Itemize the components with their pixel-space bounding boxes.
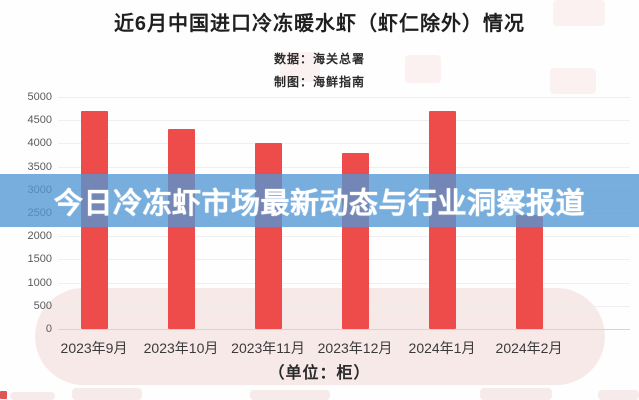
x-axis-tick-label: 2023年12月 [317, 340, 393, 356]
y-axis-tick-label: 5000 [27, 91, 52, 103]
watermark-blob [10, 392, 55, 400]
unit-label: （单位：柜） [268, 365, 371, 382]
watermark-blob [280, 52, 320, 82]
y-axis-tick-label: 4000 [27, 137, 52, 150]
watermark-fragment [0, 391, 7, 399]
y-axis-tick-label: 4500 [27, 114, 52, 127]
gridline [58, 120, 630, 122]
x-axis-tick-label: 2023年11月 [231, 340, 305, 356]
bar [254, 143, 282, 329]
chart-title: 近6月中国进口冷冻暖水虾（虾仁除外）情况 [113, 13, 526, 35]
bar [167, 129, 195, 329]
y-axis-tick-label: 0 [45, 323, 52, 335]
watermark-blob [553, 0, 605, 26]
watermark-blob [480, 388, 552, 400]
y-axis-tick-label: 500 [33, 299, 52, 312]
watermark-blob [550, 68, 596, 94]
watermark-blob [598, 390, 639, 400]
news-banner-text: 今日冷冻虾市场最新动态与行业洞察报道 [53, 187, 585, 220]
chart-credit-line: 制图：海鲜指南 [273, 75, 365, 89]
gridline [58, 97, 630, 98]
bar [515, 215, 543, 329]
background-blob [35, 288, 605, 385]
x-axis-tick-label: 2024年1月 [408, 340, 476, 356]
watermark-blob [250, 390, 330, 400]
data-source-line: 数据：海关总署 [273, 52, 365, 66]
y-axis-tick-label: 1000 [27, 276, 52, 289]
y-axis-tick-label: 3500 [27, 160, 52, 173]
y-axis-tick-label: 1500 [27, 253, 52, 266]
watermark-blob [72, 388, 142, 400]
x-axis-tick-label: 2023年10月 [143, 340, 219, 356]
x-axis-tick-label: 2024年2月 [495, 340, 563, 356]
watermark-blob [405, 55, 441, 83]
gridline [58, 143, 630, 145]
x-axis-tick-label: 2023年9月 [60, 340, 128, 356]
x-axis-line [58, 329, 630, 330]
news-banner: 今日冷冻虾市场最新动态与行业洞察报道 [0, 174, 639, 227]
y-axis-tick-label: 2000 [27, 230, 52, 243]
